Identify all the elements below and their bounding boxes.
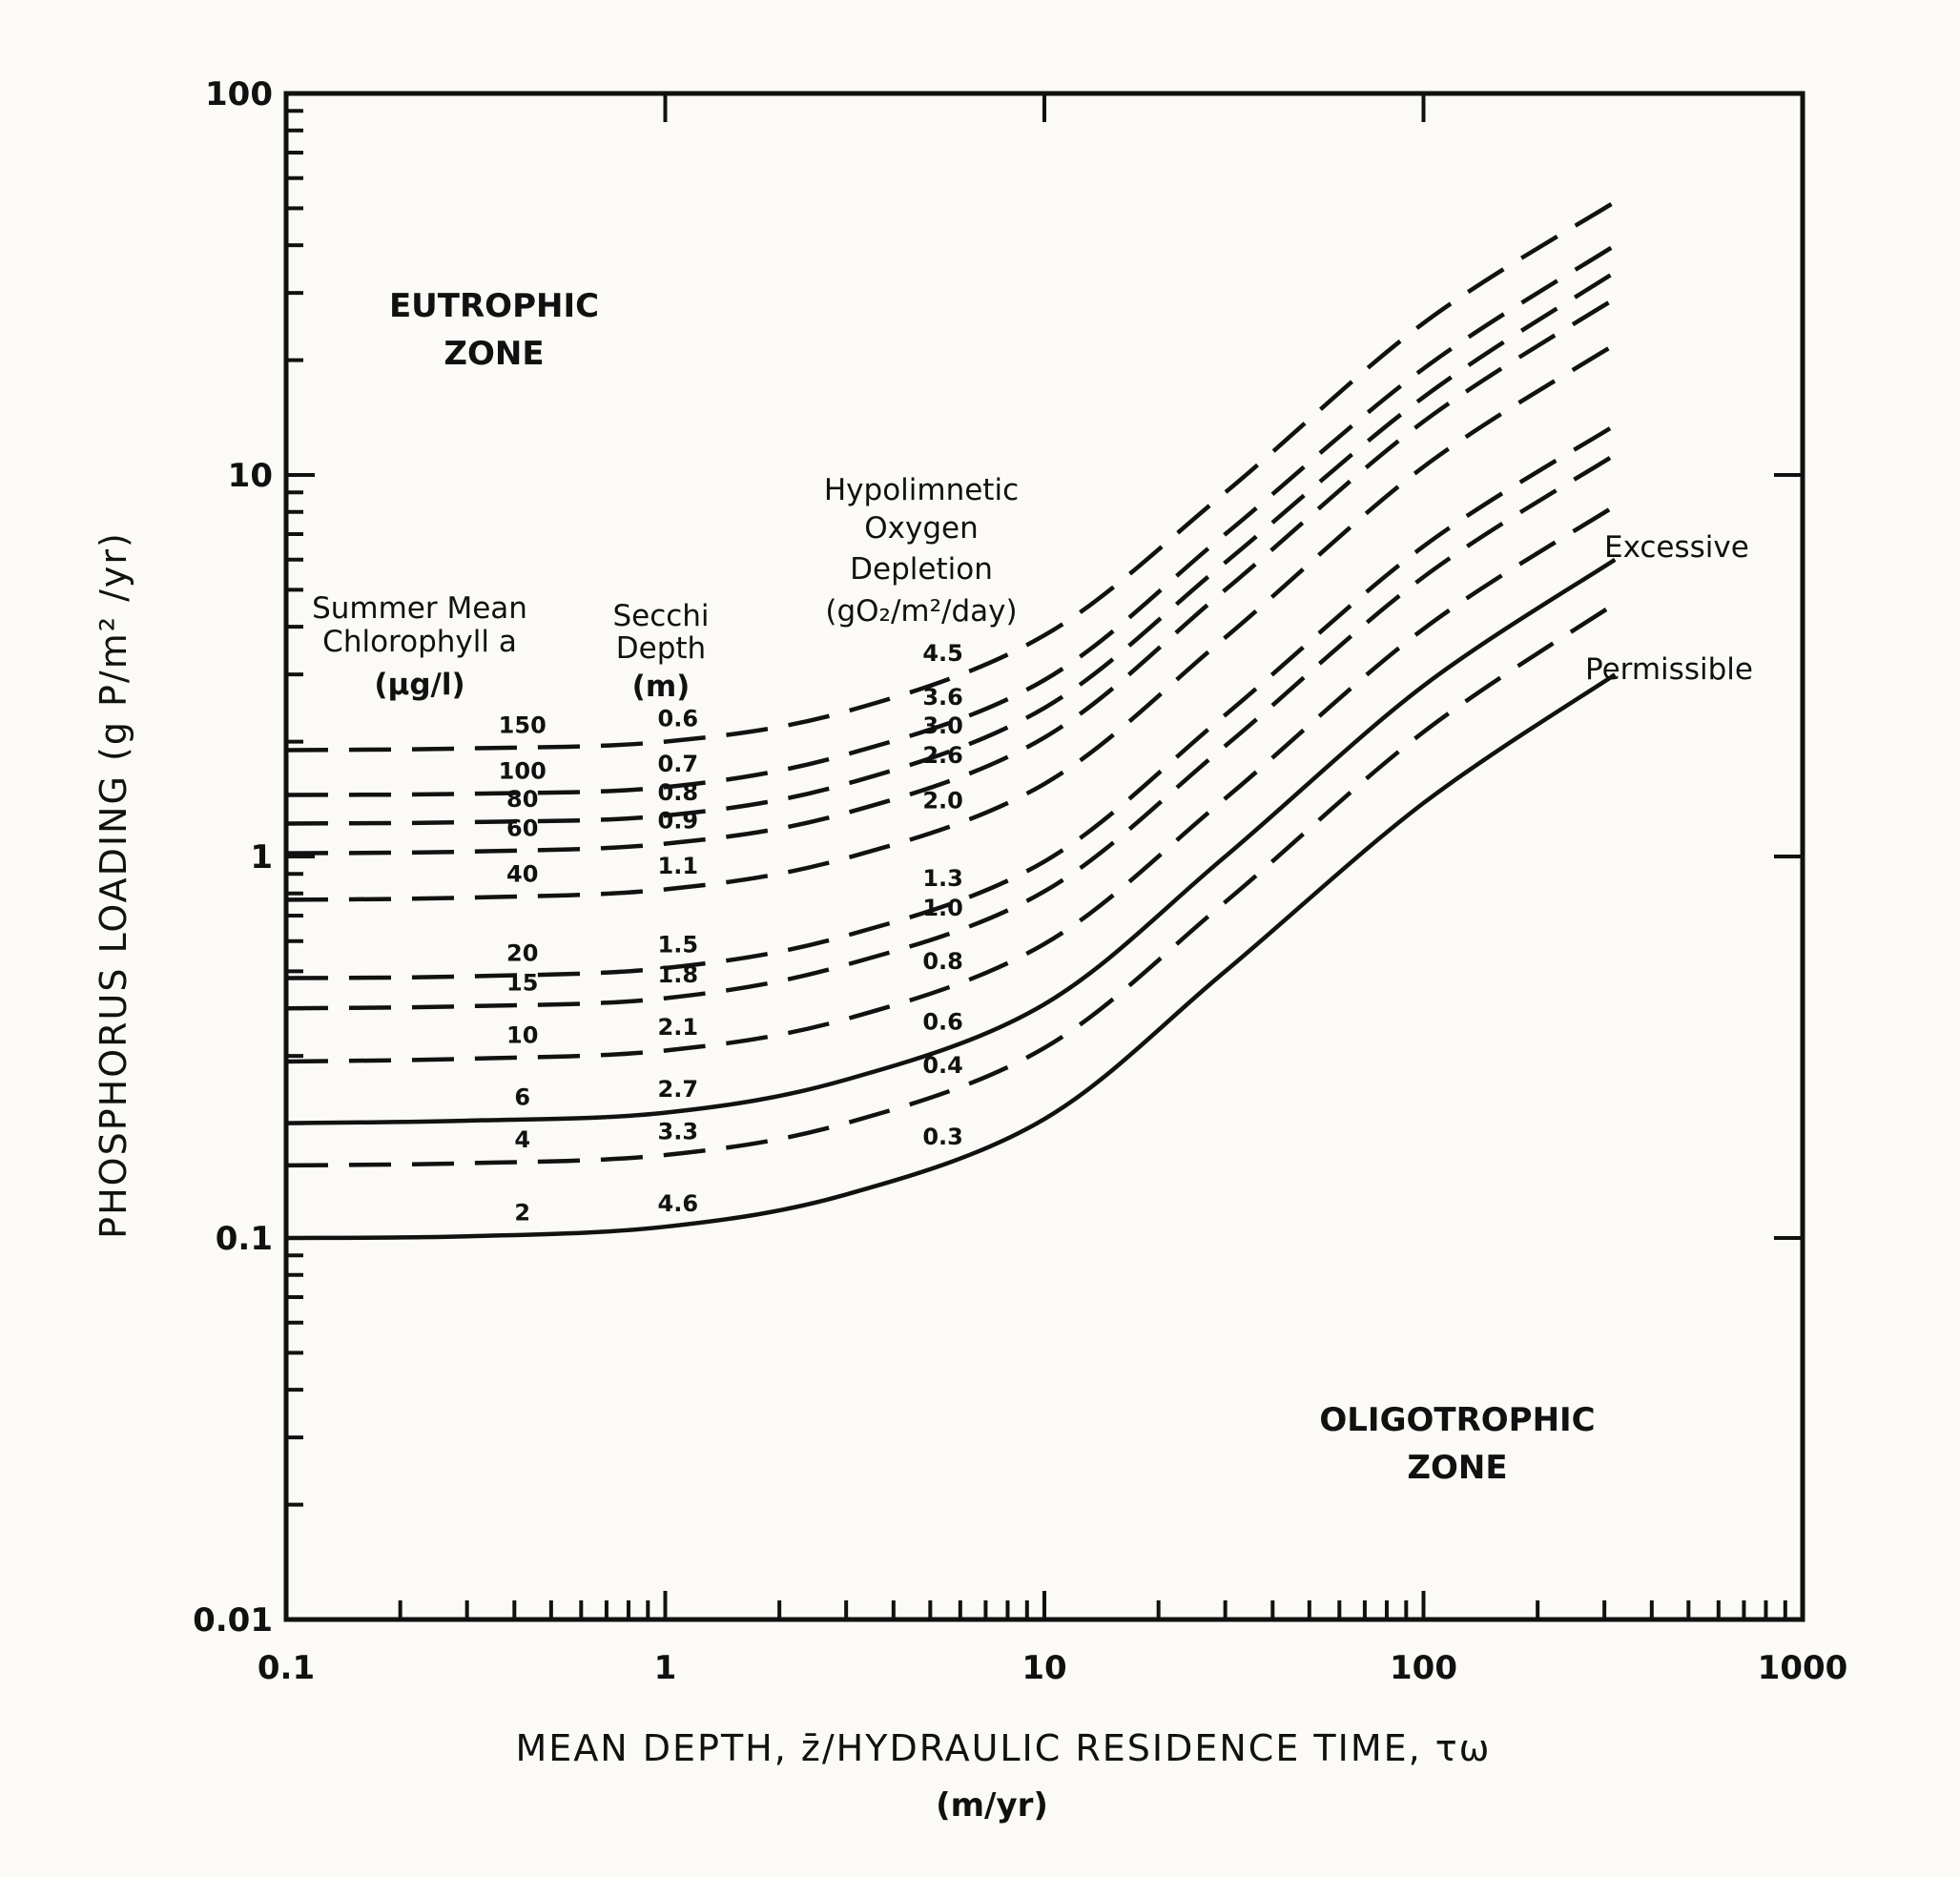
x-tick-label: 10 <box>1021 1649 1066 1687</box>
curve-chl-40 <box>285 342 1617 902</box>
secchi-depth-value-label: 1.1 <box>658 853 699 879</box>
chlorophyll-value-label: 15 <box>506 970 538 997</box>
secchi-depth-value-label: 2.1 <box>658 1014 699 1041</box>
curve-chl-10 <box>285 504 1617 1064</box>
x-axis-unit: (m/yr) <box>936 1786 1048 1825</box>
oxygen-header-line3: Depletion <box>850 552 993 587</box>
oxygen-depletion-value-label: 3.0 <box>922 712 963 739</box>
secchi-header-line2: Depth <box>616 631 706 666</box>
y-tick-label: 10 <box>228 457 273 495</box>
oxygen-header-line2: Oxygen <box>864 511 979 546</box>
tick-labels: 0.1 1 10 100 1000 0.01 0.1 1 10 100 <box>193 75 1847 1687</box>
curve-excessive <box>285 557 1617 1125</box>
curve-chl-100 <box>285 243 1617 797</box>
oxygen-depletion-value-label: 4.5 <box>922 640 963 667</box>
curve-chl-4 <box>285 602 1617 1168</box>
eutrophic-zone-label-line2: ZONE <box>444 335 544 373</box>
x-axis-label: MEAN DEPTH, z̄/HYDRAULIC RESIDENCE TIME,… <box>515 1727 1491 1769</box>
secchi-header-line1: Secchi <box>612 599 709 633</box>
oxygen-depletion-value-label: 0.8 <box>922 948 963 975</box>
eutrophic-zone-label-line1: EUTROPHIC <box>389 287 599 325</box>
loading-curves <box>285 199 1617 1241</box>
secchi-depth-value-label: 1.8 <box>658 961 699 988</box>
chlorophyll-header-line2: Chlorophyll a <box>322 625 517 659</box>
oxygen-depletion-value-label: 2.0 <box>922 788 963 815</box>
curve-chl-20 <box>285 423 1617 980</box>
chlorophyll-value-label: 2 <box>514 1199 530 1226</box>
chlorophyll-value-label: 60 <box>506 815 538 842</box>
curve-value-labels: 150 0.6 4.5 100 0.7 3.6 80 0.8 3.0 60 0.9 2.6 40 1.1 2… <box>499 640 963 1227</box>
chlorophyll-value-label: 20 <box>506 939 538 966</box>
secchi-depth-value-label: 0.6 <box>658 705 699 732</box>
y-tick-label: 1 <box>250 838 273 877</box>
oligotrophic-zone-label-line1: OLIGOTROPHIC <box>1319 1401 1595 1439</box>
curve-chl-60 <box>285 297 1617 856</box>
secchi-depth-value-label: 1.5 <box>658 932 699 959</box>
chlorophyll-value-label: 6 <box>514 1084 530 1111</box>
zone-labels: EUTROPHIC ZONE OLIGOTROPHIC ZONE <box>389 287 1596 1487</box>
oxygen-depletion-value-label: 1.0 <box>922 895 963 921</box>
curve-chl-15 <box>285 452 1617 1011</box>
chlorophyll-value-label: 10 <box>506 1022 538 1049</box>
curve-chl-150 <box>285 199 1617 753</box>
secchi-header-line3: (m) <box>632 670 691 704</box>
chlorophyll-header-line3: (μg/l) <box>374 668 464 702</box>
y-tick-label: 0.01 <box>193 1601 273 1640</box>
secchi-depth-value-label: 2.7 <box>658 1076 699 1103</box>
oligotrophic-zone-label-line2: ZONE <box>1407 1449 1507 1487</box>
x-tick-label: 1000 <box>1758 1649 1848 1687</box>
permissible-curve-label: Permissible <box>1585 652 1753 687</box>
oxygen-header-line4: (gO₂/m²/day) <box>825 594 1017 629</box>
column-headers: Summer Mean Chlorophyll a (μg/l) Secchi … <box>312 473 1019 704</box>
y-axis-label: PHOSPHORUS LOADING (g P/m² /yr) <box>93 531 134 1239</box>
x-tick-label: 1 <box>654 1649 677 1687</box>
chlorophyll-value-label: 40 <box>506 861 538 888</box>
secchi-depth-value-label: 4.6 <box>658 1190 699 1217</box>
x-tick-label: 0.1 <box>258 1649 315 1687</box>
chlorophyll-value-label: 100 <box>499 757 547 784</box>
curve-permissible <box>285 672 1617 1241</box>
excessive-curve-label: Excessive <box>1604 530 1749 565</box>
x-tick-label: 100 <box>1390 1649 1457 1687</box>
secchi-depth-value-label: 0.8 <box>658 779 699 806</box>
axis-ticks <box>286 93 1803 1619</box>
y-tick-label: 100 <box>205 75 273 113</box>
secchi-depth-value-label: 0.9 <box>658 807 699 834</box>
oxygen-depletion-value-label: 2.6 <box>922 742 963 769</box>
oxygen-depletion-value-label: 0.3 <box>922 1124 963 1150</box>
secchi-depth-value-label: 0.7 <box>658 751 699 777</box>
chlorophyll-value-label: 150 <box>499 712 547 739</box>
chlorophyll-value-label: 80 <box>506 786 538 813</box>
chlorophyll-value-label: 4 <box>514 1126 530 1153</box>
oxygen-depletion-value-label: 1.3 <box>922 865 963 892</box>
oxygen-depletion-value-label: 0.4 <box>922 1052 963 1079</box>
oxygen-depletion-value-label: 3.6 <box>922 684 963 711</box>
curve-chl-80 <box>285 270 1617 826</box>
chlorophyll-header-line1: Summer Mean <box>312 591 527 626</box>
secchi-depth-value-label: 3.3 <box>658 1119 699 1145</box>
oxygen-header-line1: Hypolimnetic <box>824 473 1019 507</box>
oxygen-depletion-value-label: 0.6 <box>922 1008 963 1035</box>
y-tick-label: 0.1 <box>216 1220 273 1258</box>
